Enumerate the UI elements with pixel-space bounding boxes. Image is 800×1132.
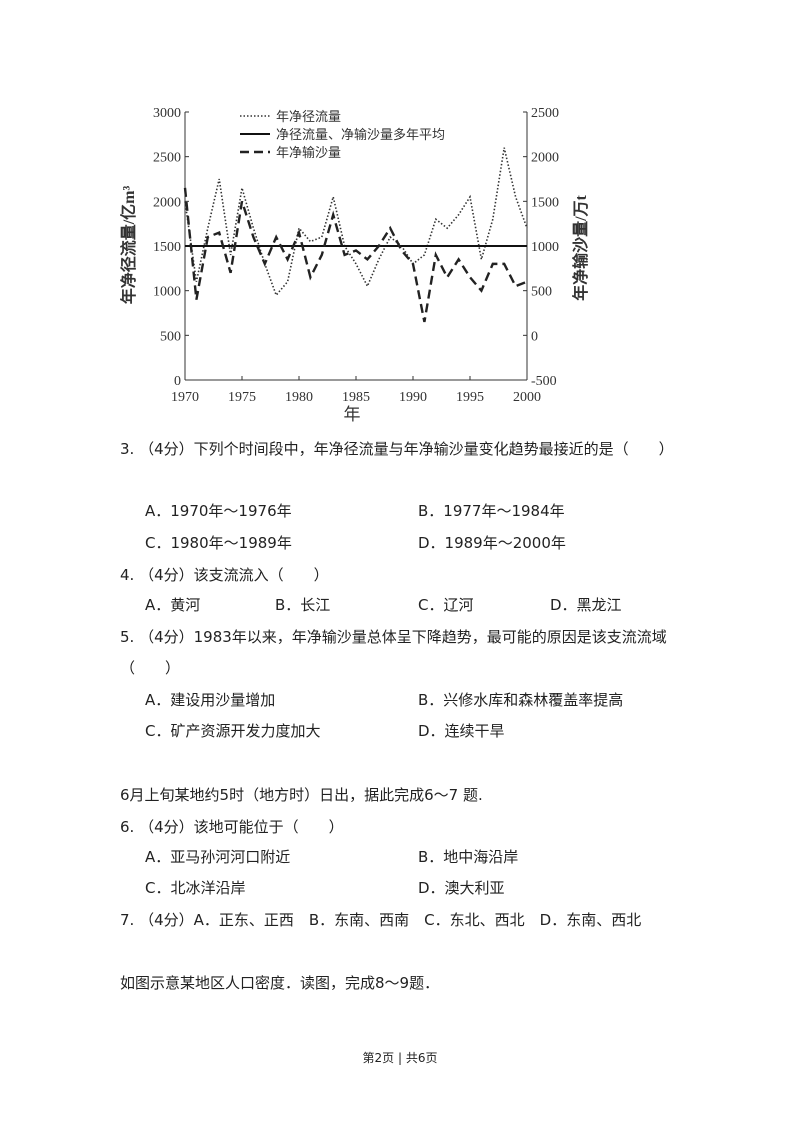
y2-tick-label: 1500	[531, 195, 559, 210]
y2-tick-label: 1000	[531, 240, 559, 255]
option: B．地中海沿岸	[418, 848, 519, 866]
question-stem: 6. （4分）该地可能位于（ ）	[120, 818, 344, 836]
x-tick-label: 1995	[456, 390, 484, 405]
question-stem: 4. （4分）该支流流入（ ）	[120, 566, 329, 584]
option: B．长江	[275, 596, 331, 614]
x-tick-label: 1990	[399, 390, 427, 405]
x-tick-label: 1975	[228, 390, 256, 405]
intro: 如图示意某地区人口密度．读图，完成8～9题．	[120, 974, 440, 992]
question-stem: 3. （4分）下列个时间段中，年净径流量与年净输沙量变化趋势最接近的是（ ）	[120, 440, 674, 458]
option: A．黄河	[145, 596, 201, 614]
x-tick-label: 1970	[171, 390, 199, 405]
option: A．1970年～1976年	[145, 502, 292, 520]
footer: 第2页 | 共6页	[362, 1051, 438, 1065]
legend-label: 年净输沙量	[276, 145, 341, 161]
x-tick-label: 1985	[342, 390, 370, 405]
y2-axis-title: 年净输沙量/万t	[571, 194, 590, 300]
option: D．连续干旱	[418, 722, 505, 740]
option: C．1980年～1989年	[145, 534, 292, 552]
chart: 年 年净径流量/亿m³ 年净输沙量/万t 0 500 1000 1500 2000 250…	[119, 106, 590, 424]
y-tick-label: 3000	[153, 106, 181, 121]
x-axis-title: 年	[344, 405, 361, 424]
option: C．北冰洋沿岸	[145, 879, 246, 897]
y2-tick-label: 2000	[531, 151, 559, 166]
y2-tick-label: 500	[531, 285, 552, 300]
y-tick-label: 0	[174, 374, 181, 389]
y-tick-label: 2000	[153, 195, 181, 210]
x-tick-label: 2000	[513, 390, 541, 405]
option: D．澳大利亚	[418, 879, 505, 897]
option: A．亚马孙河河口附近	[145, 848, 291, 866]
y-tick-label: 2500	[153, 151, 181, 166]
y2-tick-label: 0	[531, 329, 538, 344]
legend-label: 年净径流量	[276, 110, 341, 125]
question-stem: 5. （4分）1983年以来，年净输沙量总体呈下降趋势，最可能的原因是该支流流域…	[120, 628, 667, 677]
y-tick-label: 1500	[153, 240, 181, 255]
x-tick-label: 1980	[285, 390, 313, 405]
legend-label: 净径流量、净输沙量多年平均	[276, 127, 445, 143]
y2-tick-label: -500	[531, 374, 557, 389]
data-line	[183, 187, 528, 323]
data-line	[184, 147, 528, 297]
option: C．矿产资源开发力度加大	[145, 722, 321, 740]
question-stem: 7. （4分）A．正东、正西 B．东南、西南 C．东北、西北 D．东南、西北	[120, 911, 642, 929]
y-axis-title: 年净径流量/亿m³	[119, 186, 138, 305]
y-tick-label: 500	[160, 329, 181, 344]
intro: 6月上旬某地约5时（地方时）日出，据此完成6～7 题.	[120, 786, 483, 804]
y-tick-label: 1000	[153, 285, 181, 300]
option: D．黑龙江	[550, 596, 622, 614]
option: A．建设用沙量增加	[145, 691, 276, 709]
option: C．辽河	[418, 596, 474, 614]
option: B．兴修水库和森林覆盖率提高	[418, 691, 624, 709]
y2-tick-label: 2500	[531, 106, 559, 121]
option: B．1977年～1984年	[418, 502, 565, 520]
option: D．1989年～2000年	[418, 534, 566, 552]
